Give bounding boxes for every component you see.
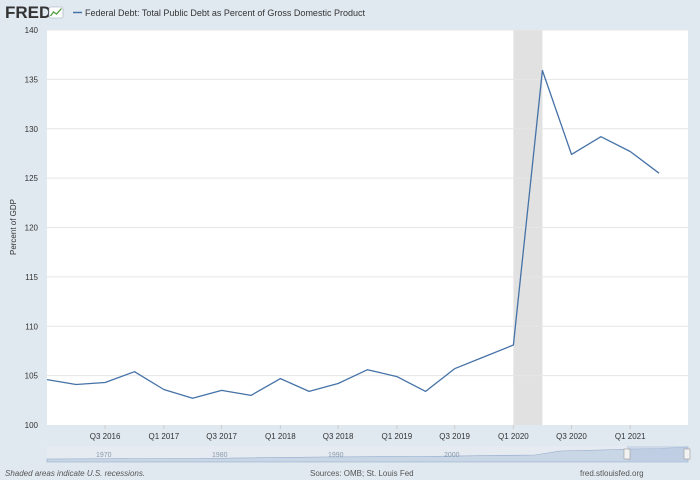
y-tick-label: 120 — [25, 224, 39, 233]
y-tick-label: 125 — [25, 174, 39, 183]
y-tick-label: 105 — [25, 372, 39, 381]
x-tick-label: Q1 2018 — [265, 432, 296, 441]
y-tick-label: 140 — [25, 26, 39, 35]
x-tick-label: Q3 2019 — [439, 432, 470, 441]
logo-graph-icon — [48, 6, 64, 19]
navigator-year-label: 1970 — [96, 452, 112, 459]
y-tick-label: 100 — [25, 421, 39, 430]
x-tick-label: Q3 2020 — [556, 432, 587, 441]
x-tick-label: Q1 2021 — [615, 432, 646, 441]
navigator-selected-range[interactable] — [627, 446, 688, 462]
x-tick-label: Q1 2017 — [148, 432, 179, 441]
y-axis-ticks: 100 105 110 115 120 125 130 135 140 — [25, 26, 39, 430]
gridlines — [47, 29, 688, 377]
navigator-left-handle[interactable] — [623, 448, 631, 460]
navigator-right-handle[interactable] — [683, 448, 691, 460]
x-axis-ticks: Q3 2016 Q1 2017 Q3 2017 Q1 2018 Q3 2018 Q1 20… — [90, 425, 646, 441]
fred-logo[interactable]: FRED — [5, 3, 51, 22]
y-tick-label: 135 — [25, 75, 39, 84]
x-tick-label: Q1 2019 — [382, 432, 413, 441]
x-tick-label: Q3 2018 — [323, 432, 354, 441]
recession-note: Shaded areas indicate U.S. recessions. — [5, 469, 145, 478]
navigator-year-label: 2000 — [444, 452, 460, 459]
series-line — [46, 69, 660, 399]
x-tick-label: Q3 2017 — [206, 432, 237, 441]
y-tick-label: 110 — [25, 322, 38, 331]
range-navigator[interactable]: 1970 1980 1990 2000 — [46, 446, 691, 463]
y-axis-title: Percent of GDP — [9, 199, 18, 255]
legend-label[interactable]: Federal Debt: Total Public Debt as Perce… — [85, 8, 365, 18]
site-link[interactable]: fred.stlouisfed.org — [580, 469, 644, 478]
x-tick-label: Q1 2020 — [498, 432, 529, 441]
y-tick-label: 115 — [25, 273, 38, 282]
x-tick-label: Q3 2016 — [90, 432, 121, 441]
y-tick-label: 130 — [25, 125, 39, 134]
sources-text: Sources: OMB; St. Louis Fed — [310, 469, 414, 478]
navigator-year-label: 1980 — [212, 452, 228, 459]
navigator-year-label: 1990 — [328, 452, 344, 459]
